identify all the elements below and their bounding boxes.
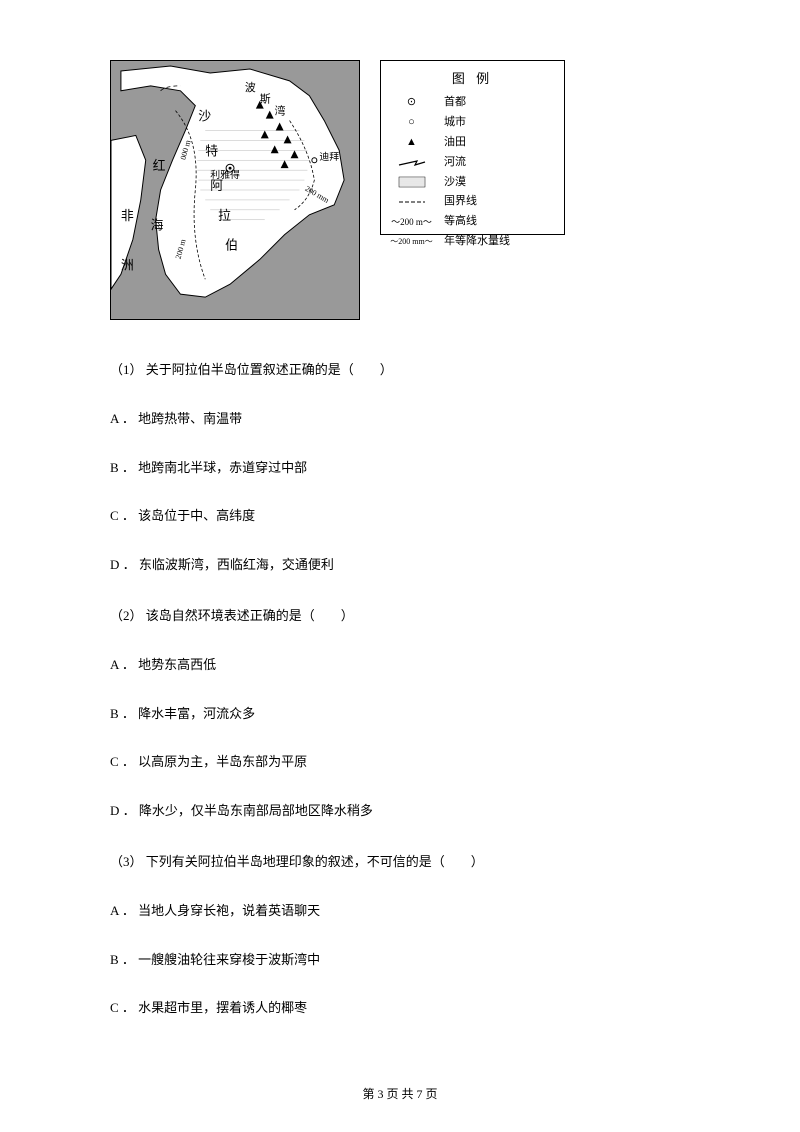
svg-text:斯: 斯 xyxy=(260,93,271,106)
svg-text:非: 非 xyxy=(121,209,134,223)
option-c: C ． 水果超市里，摆着诱人的椰枣 xyxy=(110,998,690,1019)
option-d: D ． 东临波斯湾，西临红海，交通便利 xyxy=(110,555,690,576)
legend-item-isohyet: ～200 mm～ 年等降水量线 xyxy=(389,232,556,252)
question-stem: （2） 该岛自然环境表述正确的是（ ） xyxy=(110,606,690,627)
svg-text:红: 红 xyxy=(153,158,166,173)
question-stem: （3） 下列有关阿拉伯半岛地理印象的叙述，不可信的是（ ） xyxy=(110,852,690,873)
arabian-peninsula-map: 非 洲 红 海 沙 特 阿 拉 伯 波 斯 湾 利雅得 迪拜 200 mm 20… xyxy=(111,61,359,319)
svg-text:洲: 洲 xyxy=(121,258,134,272)
svg-text:沙: 沙 xyxy=(198,110,211,124)
isohyet-icon: ～200 mm～ xyxy=(389,235,434,249)
map-image: 非 洲 红 海 沙 特 阿 拉 伯 波 斯 湾 利雅得 迪拜 200 mm 20… xyxy=(110,60,360,320)
svg-text:利雅得: 利雅得 xyxy=(210,168,240,181)
svg-text:拉: 拉 xyxy=(218,209,231,223)
option-a: A ． 地势东高西低 xyxy=(110,655,690,676)
legend-item-desert: 沙漠 xyxy=(389,173,556,193)
city-icon: ○ xyxy=(389,113,434,133)
svg-text:波: 波 xyxy=(245,81,256,94)
svg-text:伯: 伯 xyxy=(225,239,238,253)
oilfield-icon: ▲ xyxy=(389,133,434,153)
figure-area: 非 洲 红 海 沙 特 阿 拉 伯 波 斯 湾 利雅得 迪拜 200 mm 20… xyxy=(110,60,690,320)
border-icon xyxy=(389,198,434,206)
option-a: A ． 当地人身穿长袍，说着英语聊天 xyxy=(110,901,690,922)
capital-icon: ⊙ xyxy=(389,93,434,113)
option-b: B ． 降水丰富，河流众多 xyxy=(110,704,690,725)
option-c: C ． 该岛位于中、高纬度 xyxy=(110,506,690,527)
legend-item-river: 河流 xyxy=(389,153,556,173)
question-3: （3） 下列有关阿拉伯半岛地理印象的叙述，不可信的是（ ） A ． 当地人身穿长… xyxy=(110,852,690,1019)
svg-text:迪拜: 迪拜 xyxy=(319,151,339,163)
legend-item-city: ○ 城市 xyxy=(389,113,556,133)
option-a: A ． 地跨热带、南温带 xyxy=(110,409,690,430)
svg-text:海: 海 xyxy=(151,219,164,233)
option-d: D ． 降水少，仅半岛东南部局部地区降水稍多 xyxy=(110,801,690,822)
contour-icon: ～200 m～ xyxy=(389,214,434,230)
legend-item-contour: ～200 m～ 等高线 xyxy=(389,212,556,232)
question-1: （1） 关于阿拉伯半岛位置叙述正确的是（ ） A ． 地跨热带、南温带 B ． … xyxy=(110,360,690,576)
legend-item-border: 国界线 xyxy=(389,192,556,212)
option-b: B ． 地跨南北半球，赤道穿过中部 xyxy=(110,458,690,479)
river-icon xyxy=(389,158,434,168)
option-c: C ． 以高原为主，半岛东部为平原 xyxy=(110,752,690,773)
map-legend: 图 例 ⊙ 首都 ○ 城市 ▲ 油田 河流 xyxy=(380,60,565,235)
legend-item-oilfield: ▲ 油田 xyxy=(389,133,556,153)
legend-item-capital: ⊙ 首都 xyxy=(389,93,556,113)
option-b: B ． 一艘艘油轮往来穿梭于波斯湾中 xyxy=(110,950,690,971)
legend-title: 图 例 xyxy=(389,67,556,90)
svg-text:特: 特 xyxy=(205,144,218,158)
svg-text:湾: 湾 xyxy=(275,104,286,118)
page-footer: 第 3 页 共 7 页 xyxy=(0,1085,800,1102)
question-stem: （1） 关于阿拉伯半岛位置叙述正确的是（ ） xyxy=(110,360,690,381)
question-2: （2） 该岛自然环境表述正确的是（ ） A ． 地势东高西低 B ． 降水丰富，… xyxy=(110,606,690,822)
desert-icon xyxy=(389,176,434,188)
